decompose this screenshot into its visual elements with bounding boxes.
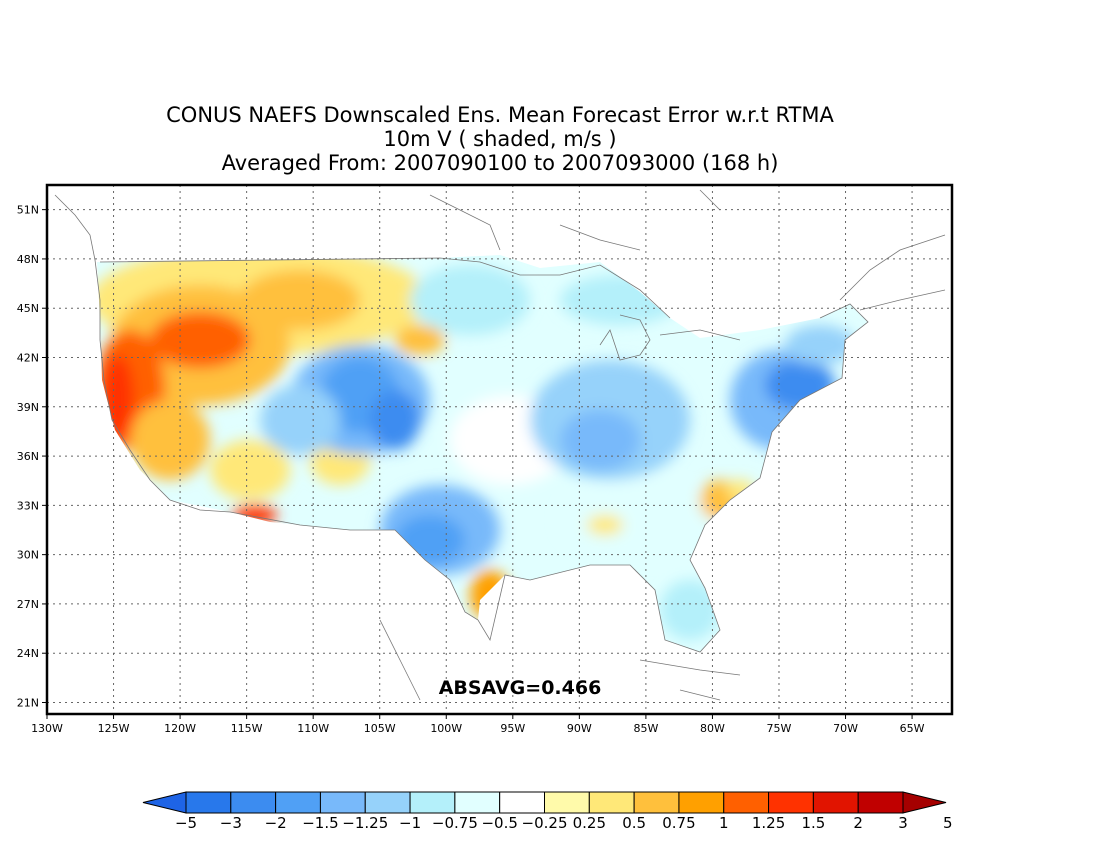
colorbar-label: −0.25: [522, 814, 568, 832]
lon-axis: 130W 125W 120W 115W 110W 105W 100W 95W 90W 85W 80W…: [31, 714, 925, 735]
lat-tick-label: 42N: [17, 352, 39, 365]
colorbar-swatch: [319, 791, 366, 814]
colorbar-min-arrow: [142, 791, 187, 814]
colorbar-label: 1.25: [752, 814, 785, 832]
colorbar-swatch: [544, 791, 590, 814]
lat-tick-label: 39N: [17, 401, 39, 414]
colorbar-swatch: [230, 791, 277, 814]
colorbar-swatch: [678, 791, 725, 814]
map-title-line1: CONUS NAEFS Downscaled Ens. Mean Forecas…: [166, 103, 834, 127]
colorbar-label: 3: [898, 814, 908, 832]
colorbar-label: 5: [943, 814, 953, 832]
colorbar-label: −3: [220, 814, 242, 832]
colorbar: −5 −3 −2 −1.5 −1.25 −1 −0.75 −0.5 −0.25 0.25 0.5 0.…: [142, 791, 953, 832]
colorbar-swatch: [409, 791, 456, 814]
lat-tick-label: 51N: [17, 204, 39, 217]
colorbar-swatch: [454, 791, 501, 814]
colorbar-label: 1: [719, 814, 729, 832]
lat-axis: 51N 48N 45N 42N 39N 36N 33N 30N 27N 24N 21N: [17, 204, 47, 710]
lat-tick-label: 48N: [17, 253, 39, 266]
lon-tick-label: 90W: [567, 722, 592, 735]
lon-tick-label: 95W: [500, 722, 525, 735]
colorbar-label: −1.5: [302, 814, 338, 832]
colorbar-swatch: [723, 791, 770, 814]
lon-tick-label: 65W: [900, 722, 925, 735]
lat-tick-label: 30N: [17, 549, 39, 562]
absavg-annotation: ABSAVG=0.466: [439, 677, 602, 699]
colorbar-label: −5: [175, 814, 197, 832]
colorbar-label: −0.5: [481, 814, 517, 832]
lon-tick-label: 110W: [297, 722, 329, 735]
lon-tick-label: 70W: [833, 722, 858, 735]
map-title-line2: 10m V ( shaded, m/s ): [383, 127, 617, 151]
colorbar-swatch: [857, 791, 904, 814]
lon-tick-label: 115W: [231, 722, 263, 735]
lon-tick-label: 125W: [98, 722, 130, 735]
lon-tick-label: 120W: [164, 722, 196, 735]
colorbar-label: 2: [853, 814, 863, 832]
colorbar-swatch: [768, 791, 814, 814]
lat-tick-label: 24N: [17, 647, 39, 660]
colorbar-label: 0.25: [573, 814, 606, 832]
colorbar-max-arrow: [902, 791, 947, 814]
coastlines: [54, 189, 946, 701]
colorbar-swatch: [275, 791, 321, 814]
colorbar-label: −2: [265, 814, 287, 832]
colorbar-swatch: [185, 791, 232, 814]
lat-tick-label: 27N: [17, 598, 39, 611]
lon-tick-label: 105W: [364, 722, 396, 735]
colorbar-swatch: [364, 791, 411, 814]
map-title-line3: Averaged From: 2007090100 to 2007093000 …: [221, 151, 779, 175]
lat-tick-label: 45N: [17, 302, 39, 315]
colorbar-label: 0.75: [662, 814, 695, 832]
colorbar-swatch: [499, 791, 545, 814]
colorbar-label: −1.25: [342, 814, 388, 832]
plot-frame: [45, 183, 954, 716]
lon-tick-label: 130W: [31, 722, 63, 735]
lon-tick-label: 100W: [430, 722, 462, 735]
colorbar-swatch: [633, 791, 680, 814]
lon-tick-label: 75W: [767, 722, 792, 735]
lon-tick-label: 80W: [700, 722, 725, 735]
colorbar-label: −0.75: [432, 814, 478, 832]
colorbar-swatch: [588, 791, 635, 814]
lat-tick-label: 21N: [17, 697, 39, 710]
colorbar-label: 1.5: [801, 814, 825, 832]
lat-tick-label: 33N: [17, 499, 39, 512]
lon-tick-label: 85W: [633, 722, 658, 735]
lat-tick-label: 36N: [17, 450, 39, 463]
colorbar-label: −1: [399, 814, 421, 832]
colorbar-label: 0.5: [622, 814, 646, 832]
colorbar-swatch: [812, 791, 859, 814]
